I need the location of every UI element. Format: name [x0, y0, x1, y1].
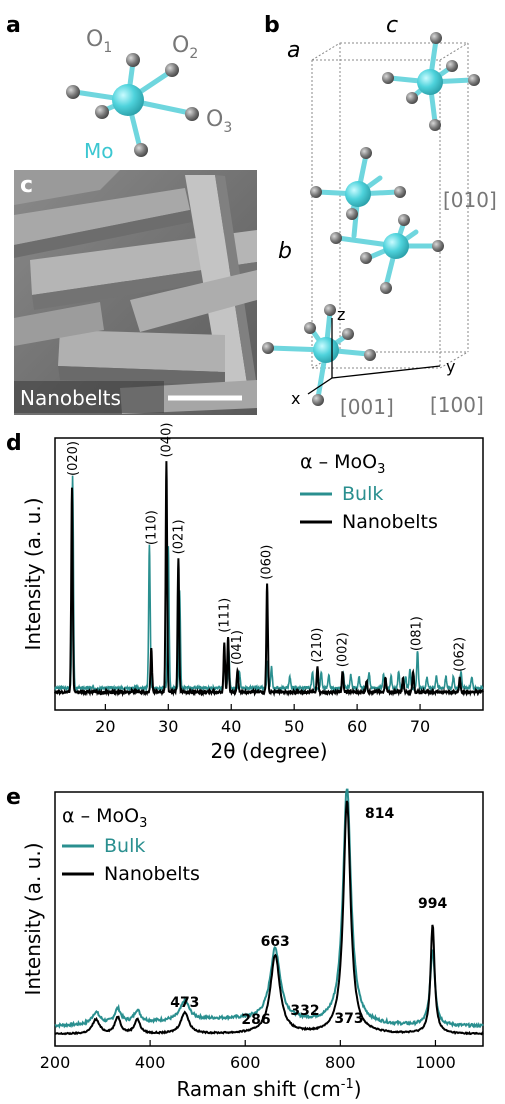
legend-title-subscript: 3 — [139, 816, 147, 831]
legend-entry-bulk: Bulk — [342, 483, 383, 505]
series-line-nanobelts — [54, 800, 484, 1036]
peak-label: 994 — [418, 896, 447, 912]
panel-b: b a c b [010] [001] [100] — [262, 13, 497, 419]
x-tick-label: 1000 — [415, 1053, 456, 1072]
peak-annotation: (060) — [259, 545, 274, 580]
peak-annotation: (041) — [230, 630, 245, 665]
xrd-plot-frame — [54, 437, 484, 711]
panel-label-c: c — [20, 173, 33, 198]
mo-atom — [112, 84, 144, 116]
series-line-nanobelts — [54, 461, 484, 698]
panel-label-a: a — [6, 13, 21, 38]
peak-annotation: (020) — [66, 441, 81, 476]
sem-caption: Nanobelts — [20, 386, 121, 410]
raman-chart: 200 400 600 800 1000 Raman shift (cm-1) Intens… — [21, 788, 484, 1101]
x-axis-label: Raman shift (cm-1) — [176, 1077, 361, 1101]
xrd-chart: 20 30 40 50 60 70 2θ (degree) Intensity (a. u.)… — [21, 423, 484, 763]
axis-label-c: c — [386, 13, 398, 38]
oxygen-atom — [165, 63, 179, 77]
peak-annotation: (062) — [453, 637, 468, 672]
mo-octahedron — [66, 53, 199, 157]
panel-d: d 20 30 40 50 60 70 2θ (degree) Intensity (a. u… — [6, 423, 484, 763]
panel-e: e 200 400 600 800 1000 Raman shift (cm-1) Inte… — [6, 785, 484, 1101]
x-tick-label: 60 — [347, 717, 367, 736]
panel-label-e: e — [6, 785, 21, 810]
panel-a: a O1 O2 O3 Mo — [6, 13, 232, 163]
x-axis-label: 2θ (degree) — [210, 739, 327, 763]
x-tick-label: 30 — [158, 717, 178, 736]
xyz-axes — [307, 318, 441, 395]
x-tick-label: 40 — [221, 717, 241, 736]
axis-label-a: a — [287, 38, 300, 63]
x-axis-label-sup: -1 — [341, 1077, 354, 1092]
legend-title: α – MoO3 — [300, 451, 385, 477]
octahedron-middle — [310, 147, 444, 294]
axis-x: x — [291, 389, 300, 408]
panel-label-d: d — [6, 431, 22, 456]
x-tick-label: 800 — [325, 1053, 356, 1072]
x-tick-label: 70 — [410, 717, 430, 736]
octahedron-bottom — [262, 304, 376, 406]
axis-label-b: b — [278, 239, 292, 264]
direction-100: [100] — [430, 393, 484, 417]
sem-nanobelt-shapes — [14, 170, 257, 414]
legend-title-text: α – MoO — [62, 805, 139, 827]
legend-entry-nanobelts: Nanobelts — [104, 863, 200, 885]
label-o3: O3 — [206, 107, 232, 136]
axis-y: y — [446, 357, 455, 376]
oxygen-atom — [185, 107, 199, 121]
x-tick-label: 400 — [135, 1053, 166, 1072]
direction-010: [010] — [443, 188, 497, 212]
peak-annotation: (002) — [336, 632, 351, 667]
peak-label: 473 — [170, 995, 199, 1011]
raman-plot-frame — [54, 791, 484, 1047]
peak-annotation: (021) — [171, 519, 186, 554]
axis-z: z — [337, 305, 345, 324]
peak-label: 663 — [261, 934, 290, 950]
series-line-bulk — [54, 788, 484, 1029]
direction-001: [001] — [340, 395, 394, 419]
x-tick-label: 200 — [40, 1053, 71, 1072]
peak-annotation: (110) — [144, 510, 159, 545]
peak-label: 814 — [365, 806, 394, 822]
oxygen-atom — [95, 105, 109, 119]
panel-label-b: b — [264, 13, 280, 38]
oxygen-atom — [126, 53, 140, 67]
x-tick-label: 20 — [95, 717, 115, 736]
y-axis-label: Intensity (a. u.) — [21, 497, 45, 650]
legend-title-subscript: 3 — [377, 462, 385, 477]
oxygen-atom — [134, 143, 148, 157]
legend-entry-bulk: Bulk — [104, 835, 145, 857]
x-axis-label-close: ) — [354, 1077, 362, 1101]
octahedron-top — [382, 32, 480, 131]
peak-label: 332 — [290, 1003, 319, 1019]
x-tick-label: 50 — [284, 717, 304, 736]
peak-annotation: (081) — [409, 616, 424, 651]
legend-entry-nanobelts: Nanobelts — [342, 511, 438, 533]
panel-c: c Nanobelts — [14, 170, 257, 415]
legend-title: α – MoO3 — [62, 805, 147, 831]
label-o2: O2 — [172, 33, 198, 62]
legend-title-text: α – MoO — [300, 451, 377, 473]
x-tick-label: 600 — [230, 1053, 261, 1072]
peak-label: 373 — [334, 1011, 363, 1027]
y-axis-label: Intensity (a. u.) — [21, 842, 45, 995]
peak-label: 286 — [241, 1012, 270, 1028]
peak-annotation: (210) — [310, 628, 325, 663]
x-axis-label-main: Raman shift (cm — [176, 1077, 340, 1101]
label-o1: O1 — [86, 27, 112, 56]
oxygen-atom — [66, 85, 80, 99]
label-mo: Mo — [84, 139, 114, 163]
peak-annotation: (040) — [159, 423, 174, 458]
peak-annotation: (111) — [217, 598, 232, 633]
